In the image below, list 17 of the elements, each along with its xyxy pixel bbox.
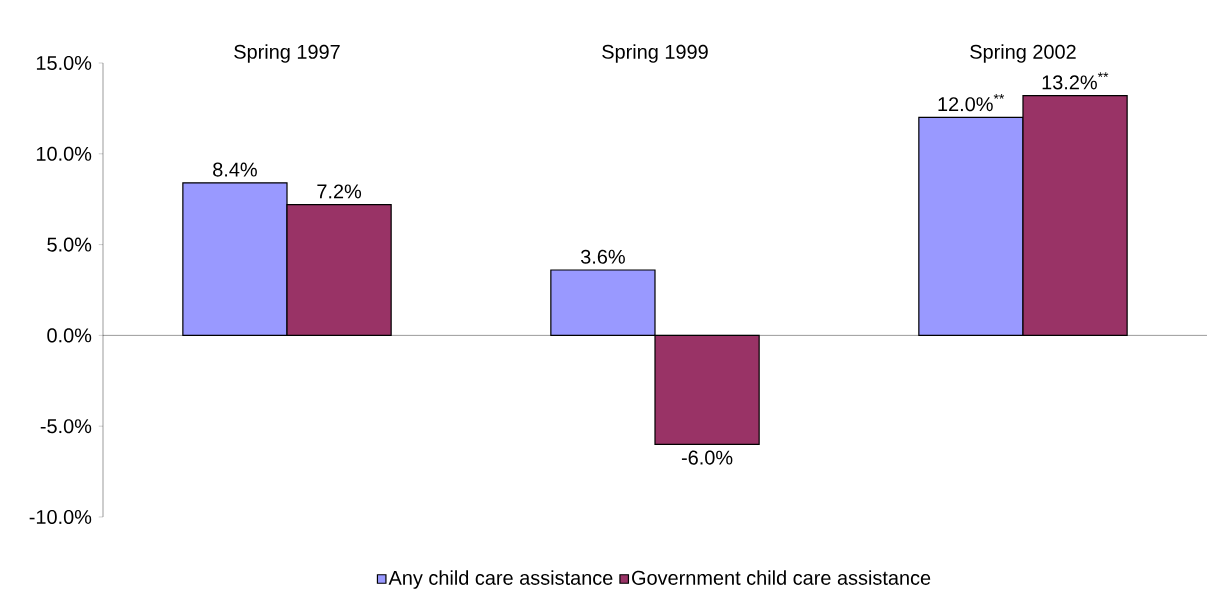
data-label: 7.2% bbox=[317, 184, 362, 199]
data-label: 13.2%$^{**}$ bbox=[1042, 72, 1109, 90]
legend-label: Any child care assistance bbox=[388, 570, 613, 589]
y-tick-label: 15.0% bbox=[36, 55, 92, 71]
data-label: 12.0%$^{**}$ bbox=[938, 93, 1005, 112]
y-tick-label: 0.0% bbox=[47, 328, 92, 343]
data-label: 3.6% bbox=[580, 249, 625, 264]
y-tick-label: 10.0% bbox=[36, 146, 92, 161]
y-tick-label: 5.0% bbox=[47, 237, 92, 252]
x-tick-label: Spring 2002 bbox=[970, 44, 1076, 63]
data-label: -6.0% bbox=[681, 450, 733, 465]
x-tick-label: Spring 1997 bbox=[234, 44, 340, 63]
y-tick-label: -10.0% bbox=[29, 509, 92, 525]
y-tick-label: -5.0% bbox=[40, 419, 92, 434]
data-label: 8.4% bbox=[213, 162, 257, 177]
x-tick-label: Spring 1999 bbox=[602, 44, 708, 63]
legend-label: Government child care assistance bbox=[632, 570, 931, 585]
